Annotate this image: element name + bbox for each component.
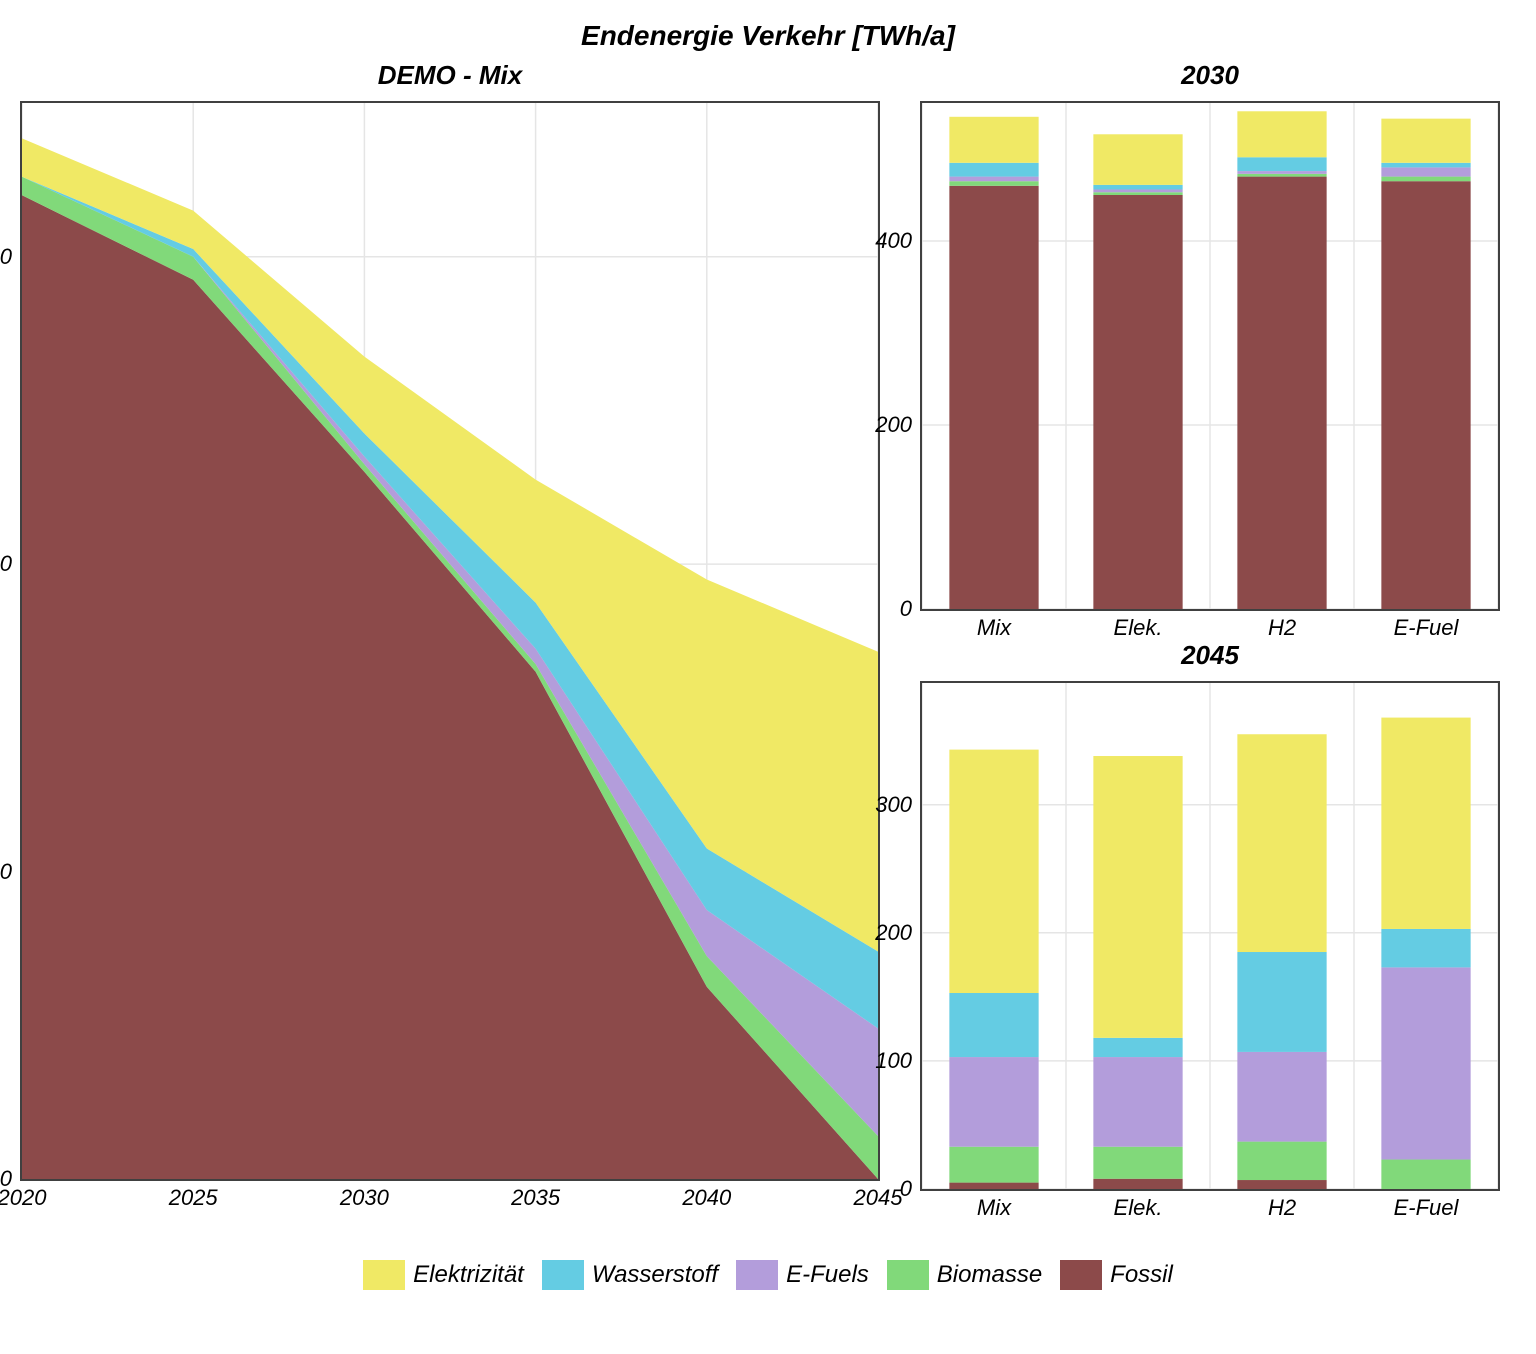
y-tick-label: 100 [852,1048,912,1074]
bar-segment-elektrizitaet [1381,718,1470,929]
bar-segment-elektrizitaet [1237,734,1326,952]
legend-label: Biomasse [937,1261,1042,1289]
x-tick-label: H2 [1268,1195,1296,1221]
legend-item: Fossil [1060,1260,1173,1290]
x-tick-label: H2 [1268,615,1296,641]
y-tick-label: 400 [0,551,12,577]
legend-swatch [363,1260,405,1290]
y-tick-label: 0 [852,1176,912,1202]
bar-segment-fossil [949,1183,1038,1189]
y-tick-label: 200 [0,859,12,885]
bar-segment-biomasse [1093,1147,1182,1179]
y-tick-label: 300 [852,792,912,818]
bar-segment-fossil [1237,177,1326,609]
bar-segment-elektrizitaet [949,750,1038,993]
bar-segment-biomasse [1381,1160,1470,1189]
legend-swatch [887,1260,929,1290]
bar-segment-fossil [1381,181,1470,609]
legend-item: Biomasse [887,1260,1042,1290]
bar-segment-efuels [949,177,1038,182]
bar-segment-efuels [1093,189,1182,192]
area-chart-panel: DEMO - Mix 0200400600 202020252030203520… [20,60,880,1200]
bar-segment-elektrizitaet [1093,756,1182,1038]
x-tick-label: 2040 [682,1185,731,1211]
bar-segment-biomasse [1237,1142,1326,1180]
legend-swatch [1060,1260,1102,1290]
bar-segment-biomasse [1093,192,1182,195]
bar-segment-efuels [1381,967,1470,1159]
bar-segment-wasserstoff [1093,185,1182,190]
x-tick-label: 2035 [511,1185,560,1211]
bar-segment-fossil [949,186,1038,609]
bar-segment-wasserstoff [1237,157,1326,171]
legend-item: E-Fuels [736,1260,869,1290]
bar-segment-biomasse [1237,174,1326,177]
legend-label: Fossil [1110,1261,1173,1289]
bar-2045-title: 2045 [920,640,1500,671]
y-tick-label: 400 [852,228,912,254]
bar-segment-biomasse [949,1147,1038,1183]
legend-label: E-Fuels [786,1261,869,1289]
bar-segment-efuels [1237,171,1326,174]
bar-segment-biomasse [1381,177,1470,182]
bar-segment-wasserstoff [1381,929,1470,967]
bar-segment-wasserstoff [1093,1038,1182,1057]
bar-segment-wasserstoff [1381,163,1470,168]
y-tick-label: 0 [852,596,912,622]
legend: Elektrizität Wasserstoff E-Fuels Biomasse Fo… [20,1260,1516,1290]
bar-segment-efuels [949,1057,1038,1147]
legend-swatch [542,1260,584,1290]
bar-segment-fossil [1093,195,1182,609]
legend-item: Wasserstoff [542,1260,718,1290]
legend-label: Wasserstoff [592,1261,718,1289]
bar-2045-panel: 2045 0100200300 MixElek.H2E-Fuel [920,640,1500,1200]
legend-label: Elektrizität [413,1261,524,1289]
x-tick-label: 2030 [340,1185,389,1211]
y-tick-label: 200 [852,412,912,438]
x-tick-label: Mix [977,615,1011,641]
x-tick-label: Elek. [1114,615,1163,641]
bar-segment-efuels [1093,1057,1182,1147]
y-tick-label: 600 [0,244,12,270]
x-tick-label: Mix [977,1195,1011,1221]
bar-2030-panel: 2030 0200400 MixElek.H2E-Fuel [920,60,1500,620]
y-tick-label: 200 [852,920,912,946]
bar-segment-wasserstoff [949,163,1038,177]
x-tick-label: Elek. [1114,1195,1163,1221]
x-tick-label: 2025 [169,1185,218,1211]
bar-segment-fossil [1237,1180,1326,1189]
bar-segment-biomasse [949,181,1038,186]
bar-segment-efuels [1237,1052,1326,1142]
bar-segment-efuels [1381,167,1470,176]
bar-segment-elektrizitaet [1381,119,1470,163]
bar-segment-wasserstoff [1237,952,1326,1052]
x-tick-label: E-Fuel [1394,1195,1459,1221]
bar-2030-title: 2030 [920,60,1500,91]
x-tick-label: 2020 [0,1185,46,1211]
bar-segment-elektrizitaet [1237,111,1326,157]
bar-segment-elektrizitaet [949,117,1038,163]
x-tick-label: E-Fuel [1394,615,1459,641]
bar-segment-wasserstoff [949,993,1038,1057]
area-chart-title: DEMO - Mix [20,60,880,91]
bar-segment-elektrizitaet [1093,134,1182,185]
legend-swatch [736,1260,778,1290]
main-title: Endenergie Verkehr [TWh/a] [20,20,1516,52]
bar-segment-fossil [1093,1179,1182,1189]
legend-item: Elektrizität [363,1260,524,1290]
